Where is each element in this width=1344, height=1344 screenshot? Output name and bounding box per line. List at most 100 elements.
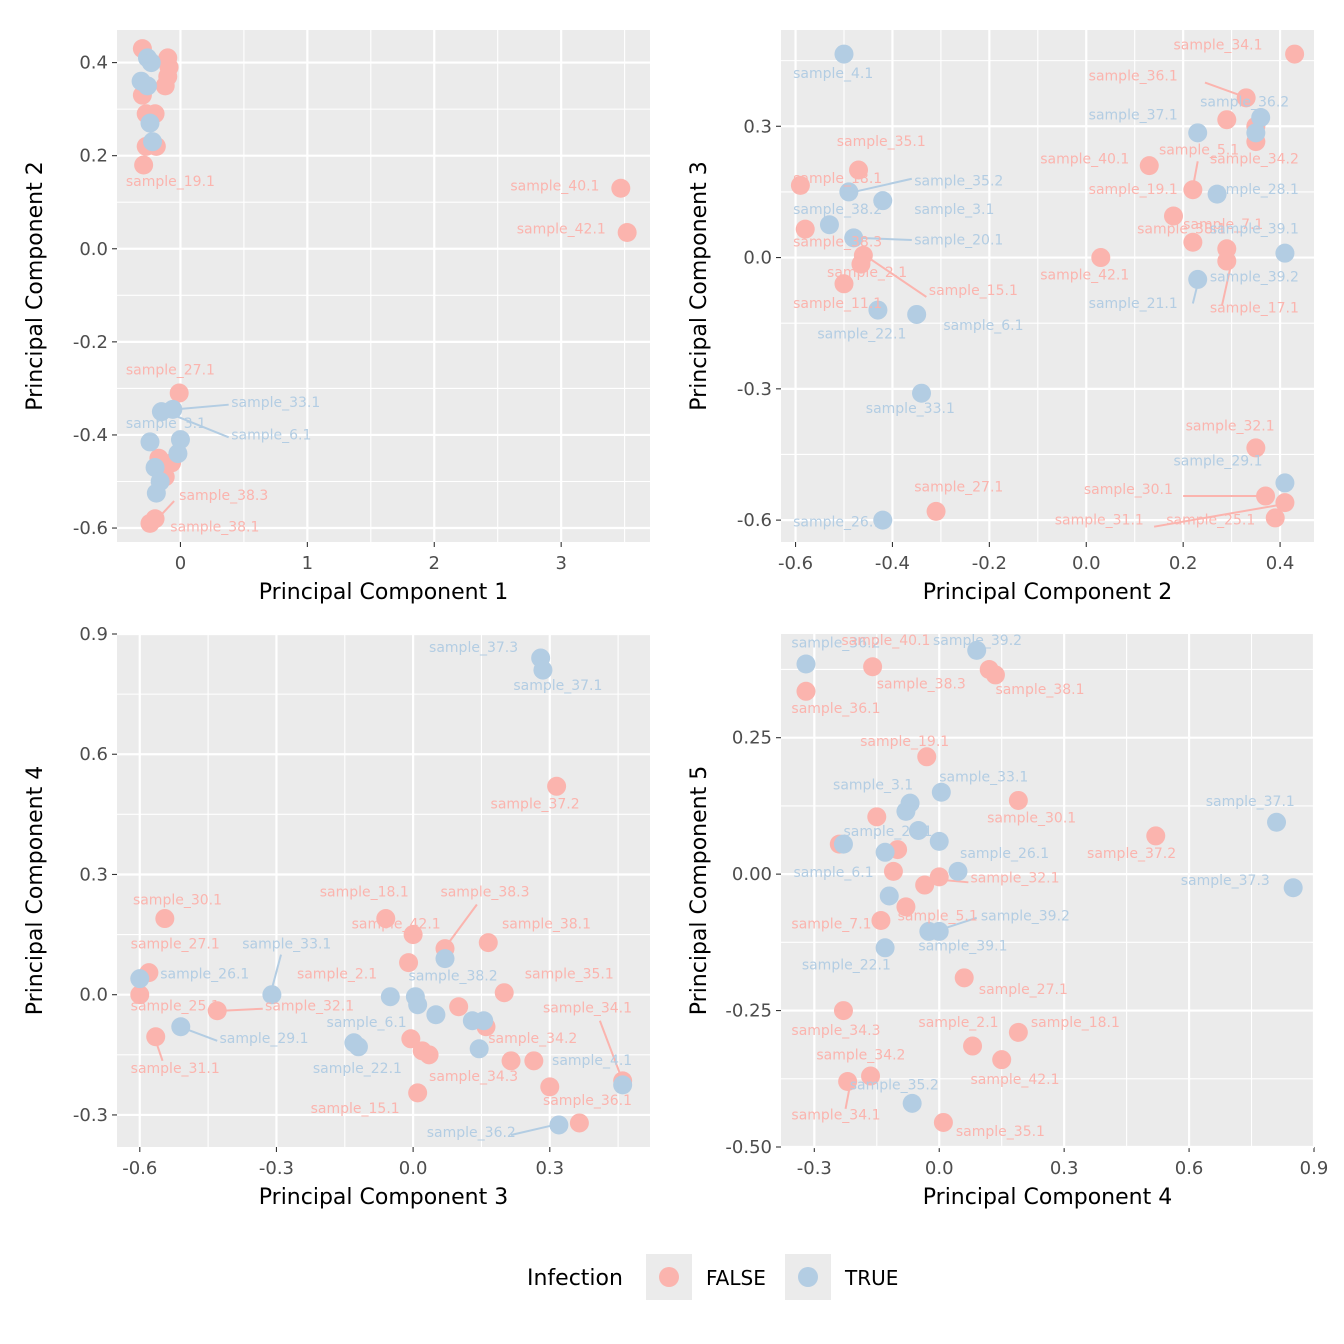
data-point	[1267, 812, 1287, 832]
point-label: sample_26.1	[960, 846, 1049, 862]
point-label: sample_37.2	[491, 796, 580, 812]
point-label: sample_6.1	[327, 1015, 407, 1031]
panel-3: -0.6 -0.3 0.0 0.3 -0.3 0.0 0.3 0.6 0.9 sample_37.…	[23, 624, 650, 1210]
data-point	[155, 909, 175, 929]
panel-4: -0.3 0.0 0.3 0.6 0.9 -0.50 -0.25 0.00 0.25 sample…	[687, 633, 1328, 1210]
point-label: sample_6.1	[943, 318, 1023, 334]
x-tick-label: -0.6	[778, 553, 813, 574]
legend-label-true: TRUE	[844, 1266, 898, 1290]
point-label: sample_26.1	[160, 967, 249, 983]
label-connector	[867, 256, 927, 298]
point-label: sample_30.1	[133, 893, 222, 909]
data-point	[533, 660, 553, 680]
data-point	[419, 1045, 439, 1065]
data-point	[1008, 1022, 1028, 1042]
point-label: sample_31.1	[1055, 512, 1144, 528]
data-point	[140, 513, 160, 533]
data-point	[1163, 206, 1183, 226]
point-label: sample_26.1	[793, 515, 882, 531]
point-label: sample_32.1	[265, 999, 354, 1015]
point-label: sample_38.3	[179, 488, 268, 504]
y-axis-title: Principal Component 4	[23, 766, 48, 1015]
data-point	[140, 113, 160, 133]
panel-2: -0.6 -0.4 -0.2 0.0 0.2 0.4 -0.6 -0.3 0.0 0.3 sampl…	[687, 30, 1314, 605]
point-label: sample_30.1	[1084, 482, 1173, 498]
x-tick-label: 0.3	[1050, 1158, 1079, 1179]
data-point	[348, 1037, 368, 1057]
label-connector	[446, 903, 478, 946]
label-connector	[175, 403, 229, 411]
x-tick-label: 3	[555, 553, 566, 574]
point-label: sample_34.3	[429, 1069, 518, 1085]
x-tick-label: 0.9	[1300, 1158, 1329, 1179]
data-point	[871, 911, 891, 931]
point-label: sample_29.1	[220, 1031, 309, 1047]
data-point	[908, 820, 928, 840]
point-label: sample_19.1	[860, 734, 949, 750]
y-tick-label: -0.50	[725, 1137, 772, 1158]
label-connector	[221, 1007, 263, 1012]
point-label: sample_34.2	[488, 1031, 577, 1047]
point-label: sample_2.1	[827, 265, 907, 281]
data-point	[155, 76, 175, 96]
point-label: sample_36.2	[791, 636, 880, 652]
point-label: sample_3.1	[126, 416, 206, 432]
x-tick-label: -0.3	[259, 1158, 294, 1179]
data-point	[948, 861, 968, 881]
data-point	[844, 228, 864, 248]
x-axis-title: Principal Component 3	[259, 1185, 508, 1210]
y-tick-label: 0.2	[79, 146, 108, 167]
x-tick-label: -0.4	[875, 553, 910, 574]
data-point	[1265, 508, 1285, 528]
point-label: sample_19.1	[1089, 182, 1178, 198]
y-tick-label: 0.0	[79, 985, 108, 1006]
data-point	[1146, 826, 1166, 846]
point-label: sample_33.1	[242, 937, 331, 953]
legend-key-false	[659, 1267, 679, 1287]
data-point	[1183, 232, 1203, 252]
point-label: sample_17.1	[1210, 300, 1299, 316]
data-point	[1091, 248, 1111, 268]
point-label: sample_36.1	[543, 1093, 632, 1109]
data-point	[130, 985, 150, 1005]
point-label: sample_4.1	[793, 66, 873, 82]
data-point	[549, 1115, 569, 1135]
label-connector	[184, 1027, 218, 1042]
point-label: sample_3.1	[914, 202, 994, 218]
data-point	[873, 191, 893, 211]
label-connector	[270, 954, 282, 989]
data-point	[849, 160, 869, 180]
point-label: sample_2.1	[297, 967, 377, 983]
point-label: sample_39.2	[1210, 270, 1299, 286]
data-point	[613, 1075, 633, 1095]
data-point	[408, 1083, 428, 1103]
x-tick-label: -0.3	[797, 1158, 832, 1179]
panel-background	[117, 30, 650, 542]
data-point	[478, 933, 498, 953]
point-label: sample_42.1	[352, 917, 441, 933]
data-point	[262, 985, 282, 1005]
data-point	[879, 886, 899, 906]
data-point	[380, 987, 400, 1007]
point-label: sample_36.1	[1089, 68, 1178, 84]
x-tick-label: 0.0	[399, 1158, 428, 1179]
data-point	[611, 178, 631, 198]
point-label: sample_34.2	[1210, 151, 1299, 167]
point-label: sample_11.1	[793, 296, 882, 312]
point-label: sample_38.2	[793, 202, 882, 218]
data-point	[146, 483, 166, 503]
label-connector	[510, 1123, 555, 1136]
data-point	[1285, 44, 1305, 64]
legend-label-false: FALSE	[706, 1266, 766, 1290]
legend-key-true	[798, 1267, 818, 1287]
x-tick-label: 0.6	[1175, 1158, 1204, 1179]
point-label: sample_15.1	[929, 283, 1018, 299]
point-label: sample_6.1	[231, 428, 311, 444]
point-label: sample_40.1	[510, 179, 599, 195]
y-tick-label: 0.25	[732, 728, 772, 749]
x-tick-label: 0.4	[1266, 553, 1295, 574]
data-point	[819, 215, 839, 235]
point-label: sample_30.1	[987, 810, 1076, 826]
